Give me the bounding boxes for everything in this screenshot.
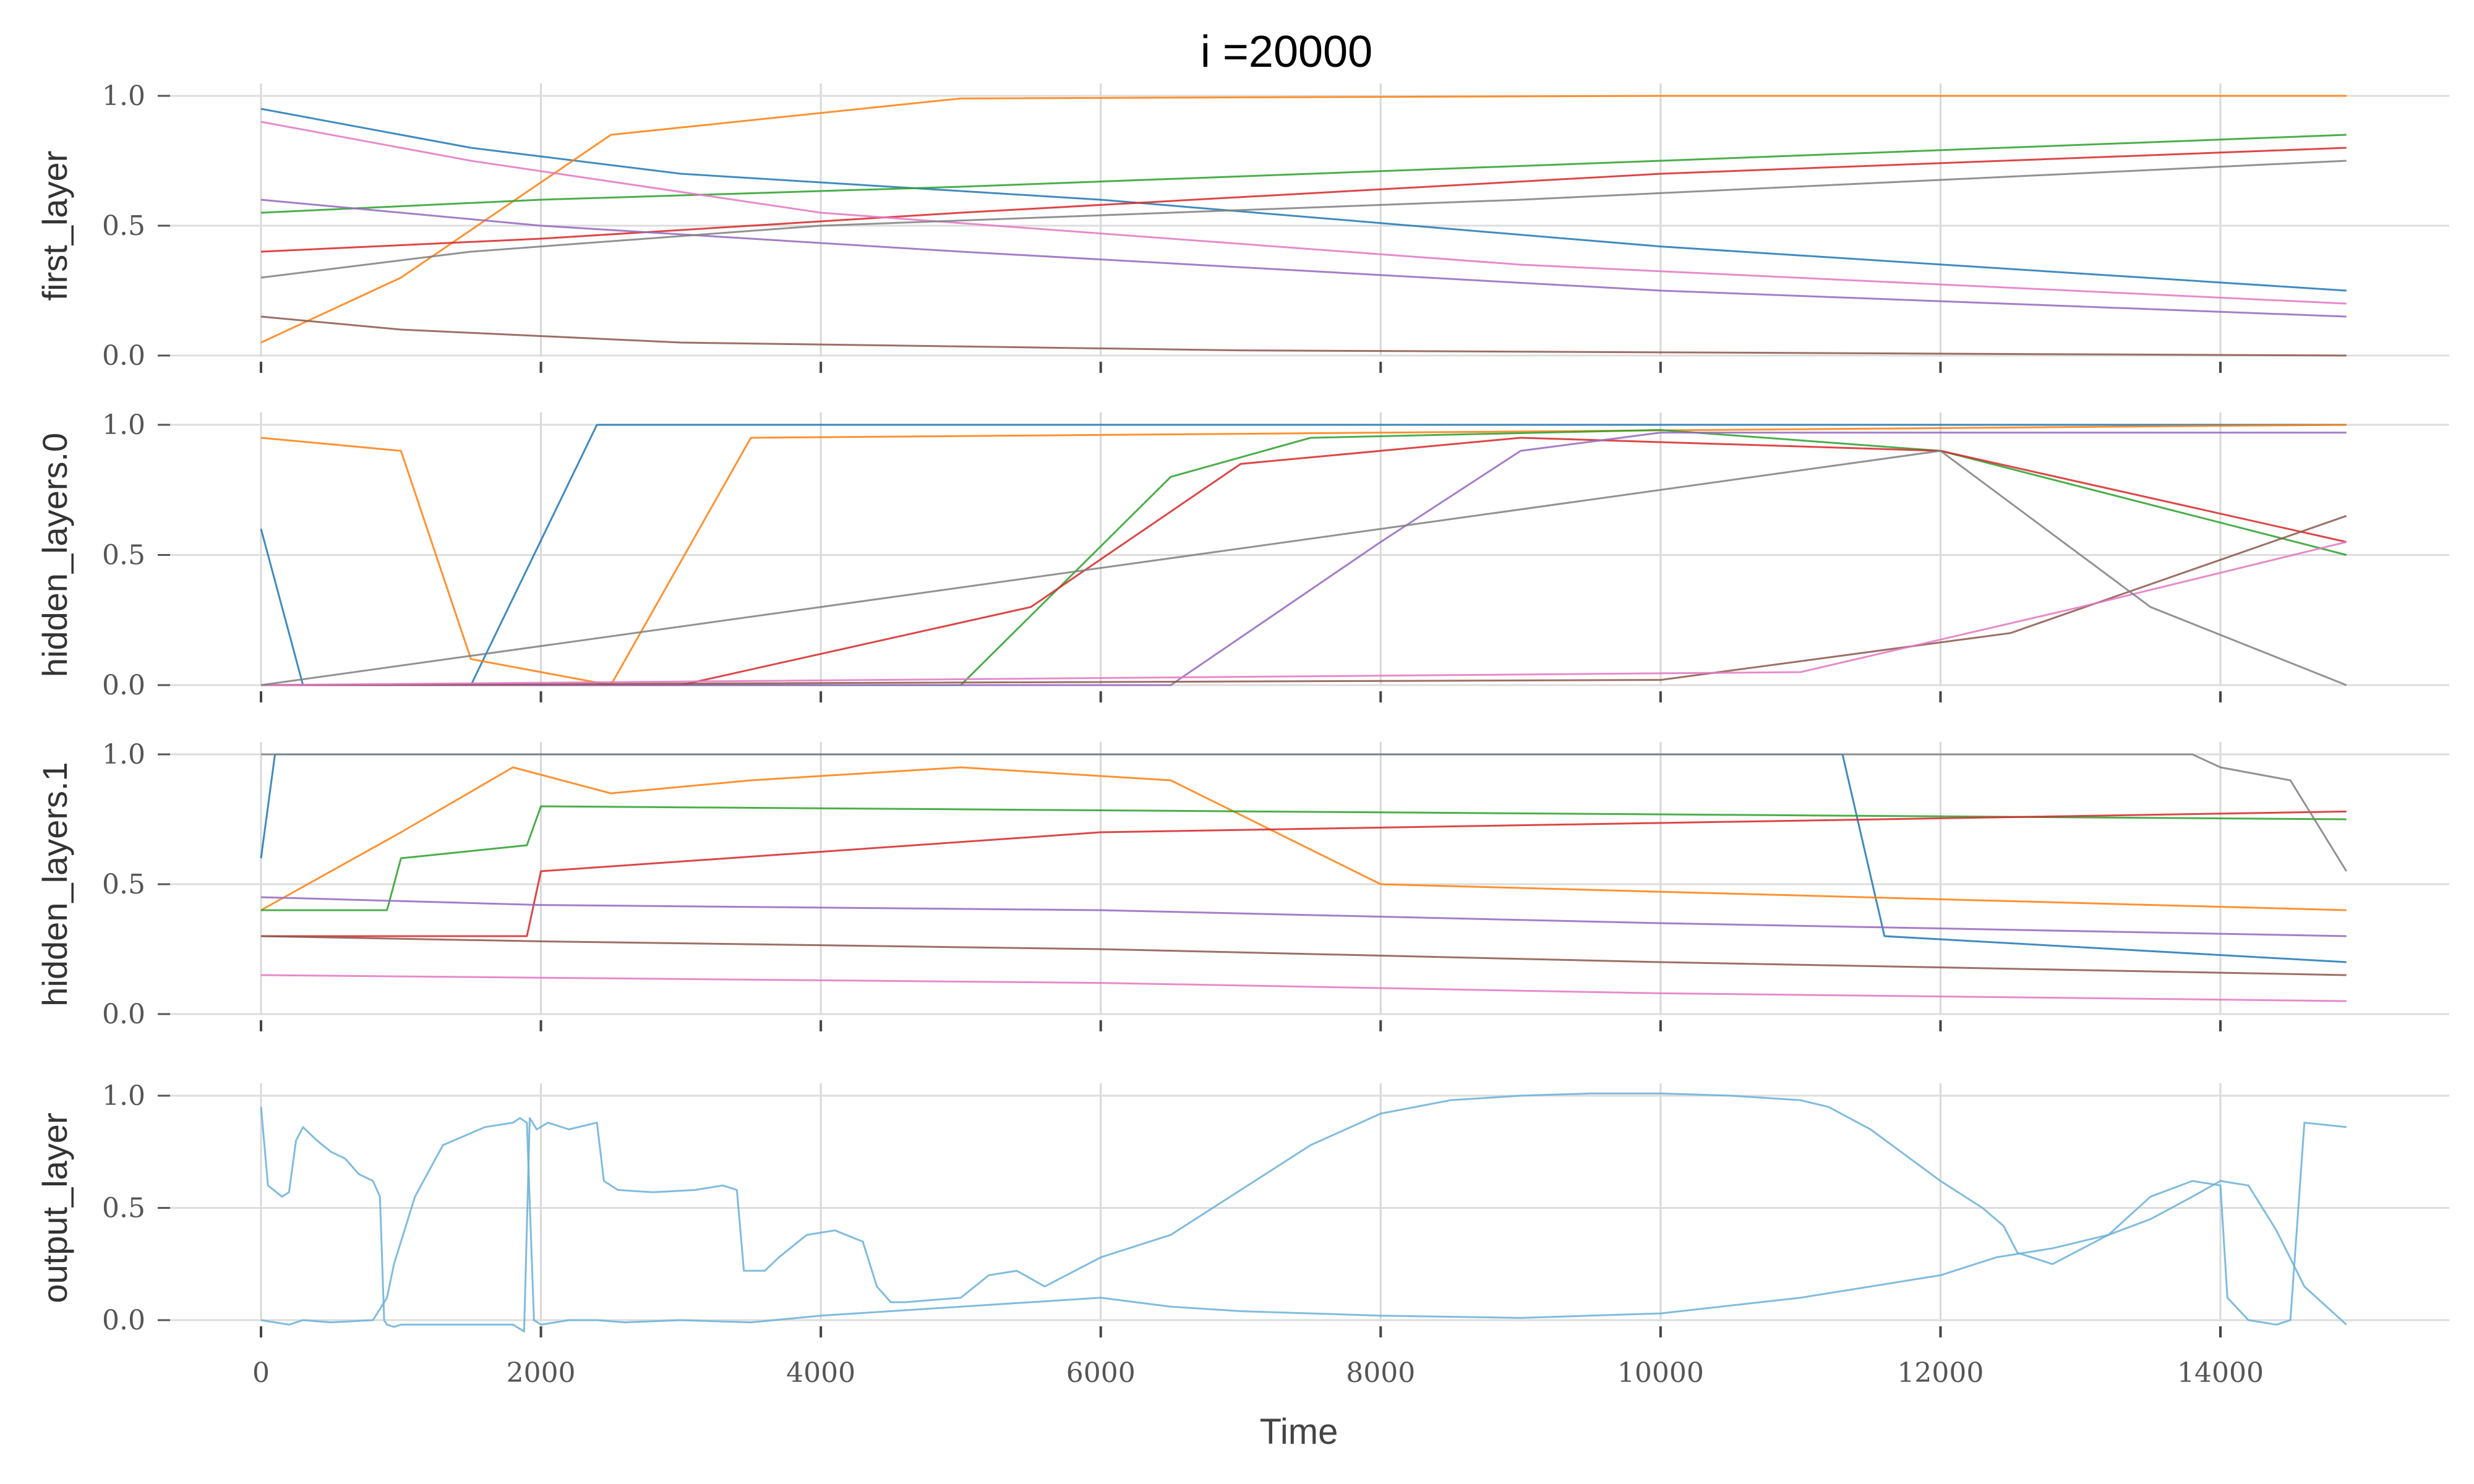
y-tick-label: 0.0 (102, 1305, 145, 1336)
y-tick-label: 1.0 (102, 1080, 145, 1112)
y-tick-label: 1.0 (102, 739, 145, 770)
x-axis-label: Time (1260, 1412, 1338, 1452)
series-line (260, 541, 2347, 686)
series-line (260, 1092, 2347, 1333)
x-tick-label: 12000 (1897, 1357, 1984, 1389)
y-tick-label: 0.0 (102, 340, 145, 372)
y-tick-label: 0.5 (102, 540, 145, 571)
x-tick-label: 4000 (786, 1357, 855, 1389)
series-line (261, 805, 2347, 911)
x-tick-label: 8000 (1346, 1357, 1415, 1389)
series-line (260, 766, 2347, 911)
series-line (260, 315, 2347, 357)
series-line (260, 896, 2347, 937)
y-axis-label: output_layer (35, 1112, 74, 1303)
series-line (260, 424, 2347, 686)
series-line (260, 974, 2347, 1002)
chart-title: i =20000 (1201, 27, 1372, 77)
series-line (260, 514, 2347, 686)
series-line (260, 147, 2347, 253)
x-tick-label: 10000 (1617, 1357, 1704, 1389)
series-line (260, 134, 2347, 214)
series-line (261, 429, 2347, 686)
subplot-0: 0.0 0.5 1.0 first_layer (35, 80, 2449, 373)
series-line (260, 450, 2347, 686)
y-tick-label: 1.0 (102, 409, 145, 441)
series-line (260, 1117, 2347, 1326)
x-tick-label: 2000 (507, 1357, 576, 1389)
subplot-panels: 0.0 0.5 1.0 first_layer 0.0 0.5 1.0 hidden_laye… (35, 80, 2449, 1389)
series-line (261, 810, 2347, 937)
y-axis-label: hidden_layers.0 (35, 433, 74, 677)
series-line (261, 753, 2347, 872)
series-line (260, 108, 2347, 292)
x-tick-label: 14000 (2177, 1357, 2264, 1389)
series-line (260, 121, 2347, 305)
series-line (261, 432, 2347, 686)
x-tick-label: 0 (252, 1357, 270, 1389)
subplot-3: 0.0 0.5 1.0 0 2000 4000 6000 8000 10000 12000 1400… (35, 1080, 2449, 1389)
series-line (260, 95, 2347, 344)
y-tick-label: 0.5 (102, 210, 145, 242)
subplot-2: 0.0 0.5 1.0 hidden_layers.1 (35, 739, 2449, 1031)
series-line (260, 424, 2347, 686)
y-tick-label: 0.0 (102, 999, 145, 1030)
y-tick-label: 0.5 (102, 1193, 145, 1224)
y-axis-label: hidden_layers.1 (35, 762, 74, 1006)
y-tick-label: 0.0 (102, 670, 145, 701)
y-axis-label: first_layer (35, 151, 74, 301)
series-line (260, 935, 2347, 976)
subplot-1: 0.0 0.5 1.0 hidden_layers.0 (35, 409, 2449, 702)
series-line (260, 198, 2347, 318)
series-line (260, 160, 2347, 279)
y-tick-label: 0.5 (102, 869, 145, 900)
y-tick-label: 1.0 (102, 80, 145, 112)
x-tick-label: 6000 (1066, 1357, 1136, 1389)
